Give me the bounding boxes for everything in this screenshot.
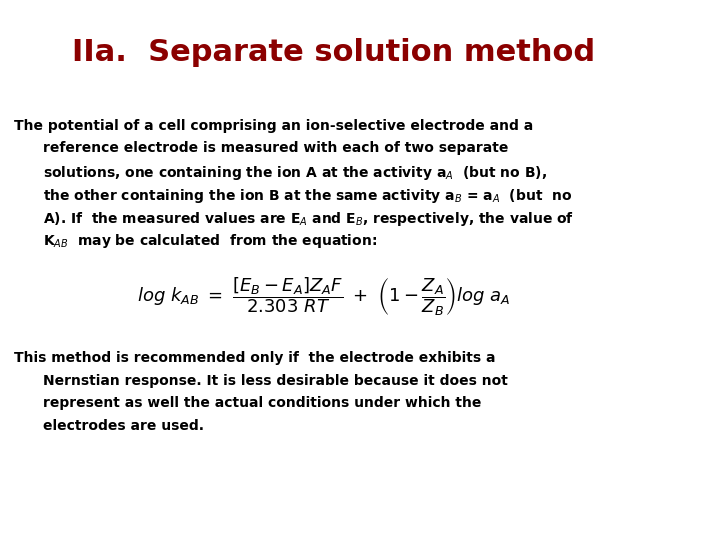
Text: Nernstian response. It is less desirable because it does not: Nernstian response. It is less desirable… — [43, 374, 508, 388]
Text: $\mathit{log}\ k_{AB}\ =\ \dfrac{[E_B-E_A]Z_A F}{2.303\ RT}\ +\ \left(1 - \dfrac: $\mathit{log}\ k_{AB}\ =\ \dfrac{[E_B-E_… — [137, 275, 511, 318]
Text: electrodes are used.: electrodes are used. — [43, 419, 204, 433]
Text: reference electrode is measured with each of two separate: reference electrode is measured with eac… — [43, 141, 508, 156]
Text: IIa.  Separate solution method: IIa. Separate solution method — [72, 38, 595, 67]
Text: the other containing the ion B at the same activity a$_B$ = a$_A$  (but  no: the other containing the ion B at the sa… — [43, 187, 572, 205]
Text: K$_{AB}$  may be calculated  from the equation:: K$_{AB}$ may be calculated from the equa… — [43, 232, 377, 250]
Text: The potential of a cell comprising an ion-selective electrode and a: The potential of a cell comprising an io… — [14, 119, 534, 133]
Text: solutions, one containing the ion A at the activity a$_A$  (but no B),: solutions, one containing the ion A at t… — [43, 164, 547, 182]
Text: This method is recommended only if  the electrode exhibits a: This method is recommended only if the e… — [14, 351, 496, 365]
Text: represent as well the actual conditions under which the: represent as well the actual conditions … — [43, 396, 482, 410]
Text: A). If  the measured values are E$_A$ and E$_B$, respectively, the value of: A). If the measured values are E$_A$ and… — [43, 210, 574, 227]
